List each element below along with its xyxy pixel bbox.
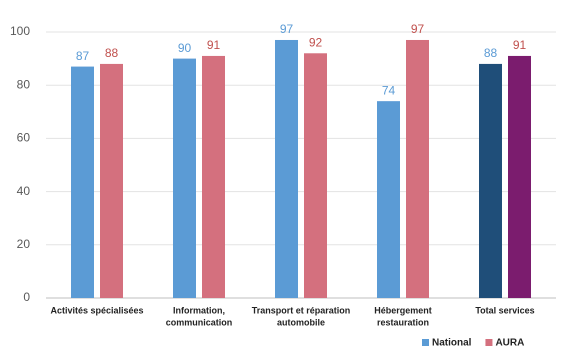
y-tick-label: 0: [23, 290, 30, 304]
x-tick-label: Transport et réparation: [252, 305, 351, 315]
y-tick-label: 60: [17, 131, 31, 145]
value-label: 91: [513, 38, 527, 52]
y-tick-label: 80: [17, 77, 31, 91]
value-label: 97: [280, 22, 294, 36]
bar: [377, 101, 400, 298]
x-tick-label: communication: [166, 317, 233, 327]
bar: [508, 55, 531, 298]
bar: [275, 39, 298, 298]
bar: [479, 63, 502, 298]
value-label: 74: [382, 83, 396, 97]
x-tick-label: Information,: [173, 305, 225, 315]
legend-swatch: [485, 339, 493, 346]
x-tick-label: Hébergement: [374, 305, 432, 315]
bar: [304, 53, 327, 298]
value-label: 88: [105, 46, 119, 60]
value-label: 90: [178, 41, 192, 55]
x-tick-label: restauration: [377, 317, 429, 327]
legend-swatch: [422, 339, 429, 346]
bar: [173, 58, 196, 298]
value-label: 88: [484, 46, 498, 60]
y-tick-label: 40: [17, 184, 31, 198]
x-tick-label: Total services: [475, 305, 534, 315]
value-label: 97: [411, 22, 425, 36]
bar: [406, 39, 429, 298]
bar: [71, 66, 94, 298]
value-label: 91: [207, 38, 221, 52]
legend-label: National: [432, 338, 472, 349]
value-label: 92: [309, 35, 323, 49]
y-tick-label: 100: [10, 24, 30, 38]
bar: [202, 55, 225, 298]
y-tick-label: 20: [17, 237, 31, 251]
bar: [100, 63, 123, 298]
x-tick-label: Activités spécialisées: [50, 305, 143, 315]
legend-label: AURA: [495, 338, 524, 349]
x-tick-label: automobile: [277, 317, 325, 327]
value-label: 87: [76, 49, 90, 63]
